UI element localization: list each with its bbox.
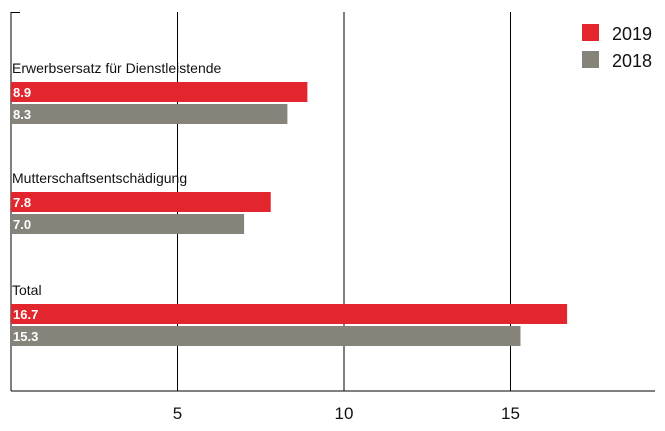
category-label-1: Mutterschaftsentschädigung [12, 170, 187, 186]
bar-2018-1 [11, 214, 245, 234]
x-tick-label-10: 10 [335, 404, 354, 423]
bar-2019-0 [11, 82, 308, 102]
legend: 2019 2018 [582, 24, 652, 71]
legend-swatch-2018 [582, 51, 599, 68]
value-label-2019-1: 7.8 [13, 195, 31, 210]
value-label-2018-2: 15.3 [13, 329, 38, 344]
category-label-0: Erwerbsersatz für Dienstleistende [12, 60, 222, 76]
x-axis-ticks: 5 10 15 [173, 404, 520, 423]
category-label-2: Total [12, 282, 42, 298]
legend-label-2018: 2018 [612, 51, 652, 71]
legend-swatch-2019 [582, 24, 599, 41]
x-tick-label-15: 15 [501, 404, 520, 423]
value-label-2018-1: 7.0 [13, 217, 31, 232]
value-label-2018-0: 8.3 [13, 107, 31, 122]
x-tick-label-5: 5 [173, 404, 182, 423]
bar-2018-0 [11, 104, 288, 124]
bar-2019-1 [11, 192, 271, 212]
bar-2019-2 [11, 304, 568, 324]
legend-label-2019: 2019 [612, 24, 652, 44]
bars [11, 82, 568, 346]
value-label-2019-0: 8.9 [13, 85, 31, 100]
labels: Erwerbsersatz für Dienstleistende 8.9 8.3 M… [12, 60, 222, 344]
value-label-2019-2: 16.7 [13, 307, 38, 322]
bar-2018-2 [11, 326, 521, 346]
